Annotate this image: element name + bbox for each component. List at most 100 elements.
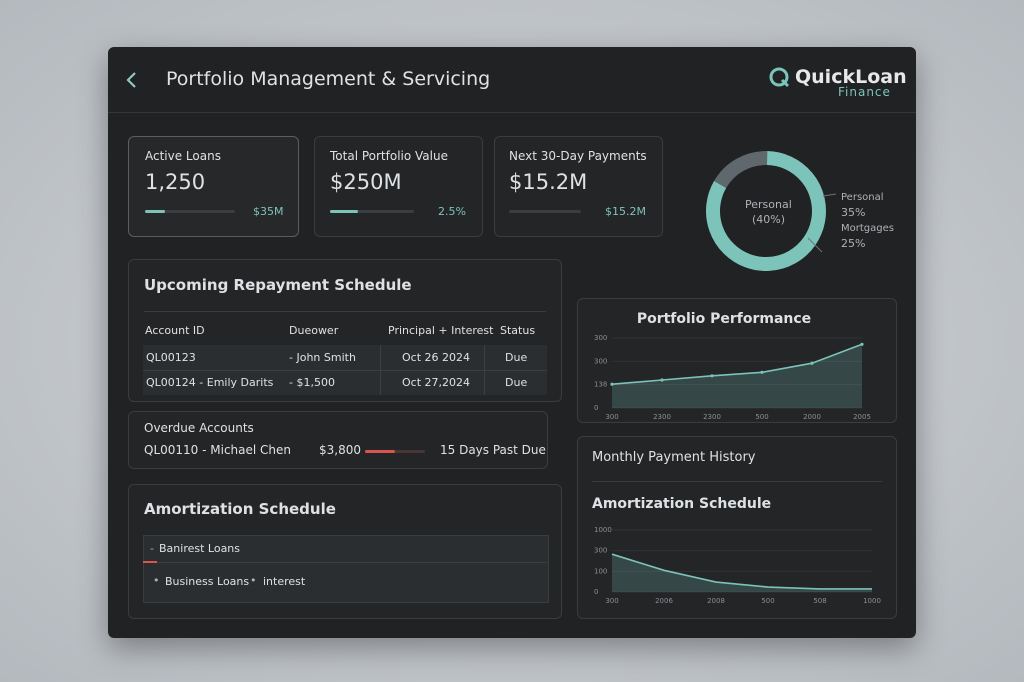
column-header: Status <box>500 324 536 337</box>
cell: Due <box>505 351 528 364</box>
leader-line <box>807 237 823 253</box>
x-tick-label: 2000 <box>803 413 821 421</box>
divider <box>592 481 882 482</box>
marker <box>143 561 157 563</box>
line <box>611 343 863 385</box>
cell: QL00124 - Emily Darits <box>146 376 274 389</box>
logo-text: QuickLoan <box>795 66 907 88</box>
panel-title: Monthly Payment History <box>592 450 756 465</box>
section-title: Amortization Schedule <box>144 500 336 518</box>
y-tick-label: 300 <box>594 547 607 555</box>
leader-line <box>822 193 837 197</box>
cell: - John Smith <box>289 351 356 364</box>
stat-card <box>494 136 663 237</box>
line <box>611 553 872 590</box>
cell: QL00123 <box>146 351 196 364</box>
progress-bar <box>145 210 235 213</box>
chart-title: Portfolio Performance <box>637 311 811 327</box>
y-tick-label: 0 <box>594 588 598 596</box>
cell: Due <box>505 376 528 389</box>
x-tick-label: 500 <box>761 597 774 605</box>
progress-bar <box>330 210 414 213</box>
stat-card <box>128 136 299 237</box>
legend-name: Personal <box>841 192 884 203</box>
list-item: Banirest Loans <box>159 542 241 555</box>
area <box>612 554 872 592</box>
col-divider <box>380 345 381 395</box>
list-item: interest <box>263 575 306 588</box>
point <box>810 361 814 365</box>
divider <box>108 112 916 113</box>
stat-card <box>314 136 483 237</box>
stat-label: Next 30-Day Payments <box>509 149 647 163</box>
y-tick-label: 100 <box>594 567 607 575</box>
x-tick-label: 508 <box>813 597 826 605</box>
stat-note: $15.2M <box>605 205 646 218</box>
x-tick-label: 2006 <box>655 597 673 605</box>
back-button[interactable] <box>124 70 140 90</box>
y-tick-label: 300 <box>594 357 607 365</box>
section-title: Upcoming Repayment Schedule <box>144 276 412 294</box>
bullet: • <box>250 574 257 587</box>
legend-value: 25% <box>841 237 866 250</box>
overdue-panel <box>128 411 548 469</box>
stat-label: Total Portfolio Value <box>330 149 448 163</box>
divider <box>144 311 546 312</box>
donut-segment <box>706 151 826 271</box>
stat-note: $35M <box>253 205 284 218</box>
bullet: - <box>150 542 154 555</box>
status: 15 Days Past Due <box>440 443 546 457</box>
point <box>610 382 614 386</box>
x-tick-label: 500 <box>755 413 768 421</box>
logo-subtitle: Finance <box>838 85 891 99</box>
chart-panel <box>577 298 897 423</box>
y-tick-label: 300 <box>594 334 607 342</box>
legend-name: Mortgages <box>841 223 894 234</box>
progress-bar <box>509 210 581 213</box>
area <box>612 344 862 408</box>
chart-title: Amortization Schedule <box>592 496 771 512</box>
x-tick-label: 300 <box>605 597 618 605</box>
legend-value: 35% <box>841 206 866 219</box>
overdue-bar <box>365 450 425 453</box>
x-tick-label: 2300 <box>703 413 721 421</box>
donut-value: (40%) <box>752 213 786 226</box>
logo-icon <box>769 67 790 88</box>
stat-value: $250M <box>330 170 402 194</box>
stat-value: 1,250 <box>145 170 206 194</box>
x-tick-label: 2300 <box>653 413 671 421</box>
stat-value: $15.2M <box>509 170 588 194</box>
cell: Oct 26 2024 <box>402 351 471 364</box>
donut-label: Personal <box>745 198 792 211</box>
account: QL00110 - Michael Chen <box>144 443 292 457</box>
page-title: Portfolio Management & Servicing <box>166 68 491 90</box>
amount: $3,800 <box>319 443 361 457</box>
list-item: Business Loans <box>165 575 250 588</box>
row-divider <box>143 562 547 563</box>
y-tick-label: 138 <box>594 381 607 389</box>
bullet: • <box>153 574 160 587</box>
list <box>143 535 549 603</box>
point <box>660 378 664 382</box>
section-title: Overdue Accounts <box>144 421 254 435</box>
column-header: Account ID <box>145 324 205 337</box>
stat-label: Active Loans <box>145 149 221 163</box>
x-tick-label: 2005 <box>853 413 871 421</box>
col-divider <box>484 345 485 395</box>
column-header: Principal + Interest <box>388 324 494 337</box>
point <box>860 342 864 346</box>
row-divider <box>143 370 547 371</box>
y-tick-label: 1000 <box>594 526 612 534</box>
donut-segment <box>714 151 768 189</box>
x-tick-label: 300 <box>605 413 618 421</box>
stat-note: 2.5% <box>438 205 466 218</box>
point <box>760 370 764 374</box>
cell: Oct 27,2024 <box>402 376 471 389</box>
y-tick-label: 0 <box>594 404 598 412</box>
x-tick-label: 1000 <box>863 597 881 605</box>
cell: - $1,500 <box>289 376 335 389</box>
point <box>710 374 714 378</box>
x-tick-label: 2008 <box>707 597 725 605</box>
